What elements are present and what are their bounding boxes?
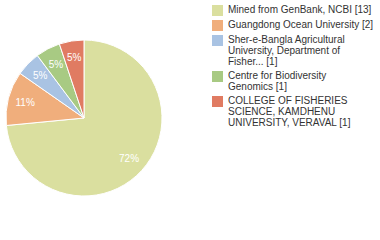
svg-text:5%: 5%: [67, 52, 82, 63]
html-text:Mined from GenBank, NCBI [13]: Mined from GenBank, NCBI [13]: [228, 4, 372, 15]
svg-text:5%: 5%: [33, 70, 48, 81]
html-text:Centre for Biodiversity Genomi: Centre for Biodiversity Genomics [1]: [228, 70, 327, 92]
html-text:Guangdong Ocean University [2]: Guangdong Ocean University [2]: [228, 19, 374, 30]
svg-text:5%: 5%: [49, 59, 64, 70]
html-text:Sher-e-Bangla Agricultural Uni: Sher-e-Bangla Agricultural University, D…: [228, 34, 345, 67]
html-text:COLLEGE OF FISHERIES SCIENCE,: COLLEGE OF FISHERIES SCIENCE, KAMDHENU U…: [228, 95, 351, 128]
svg-text:72%: 72%: [119, 153, 139, 164]
svg-text:11%: 11%: [16, 97, 35, 108]
